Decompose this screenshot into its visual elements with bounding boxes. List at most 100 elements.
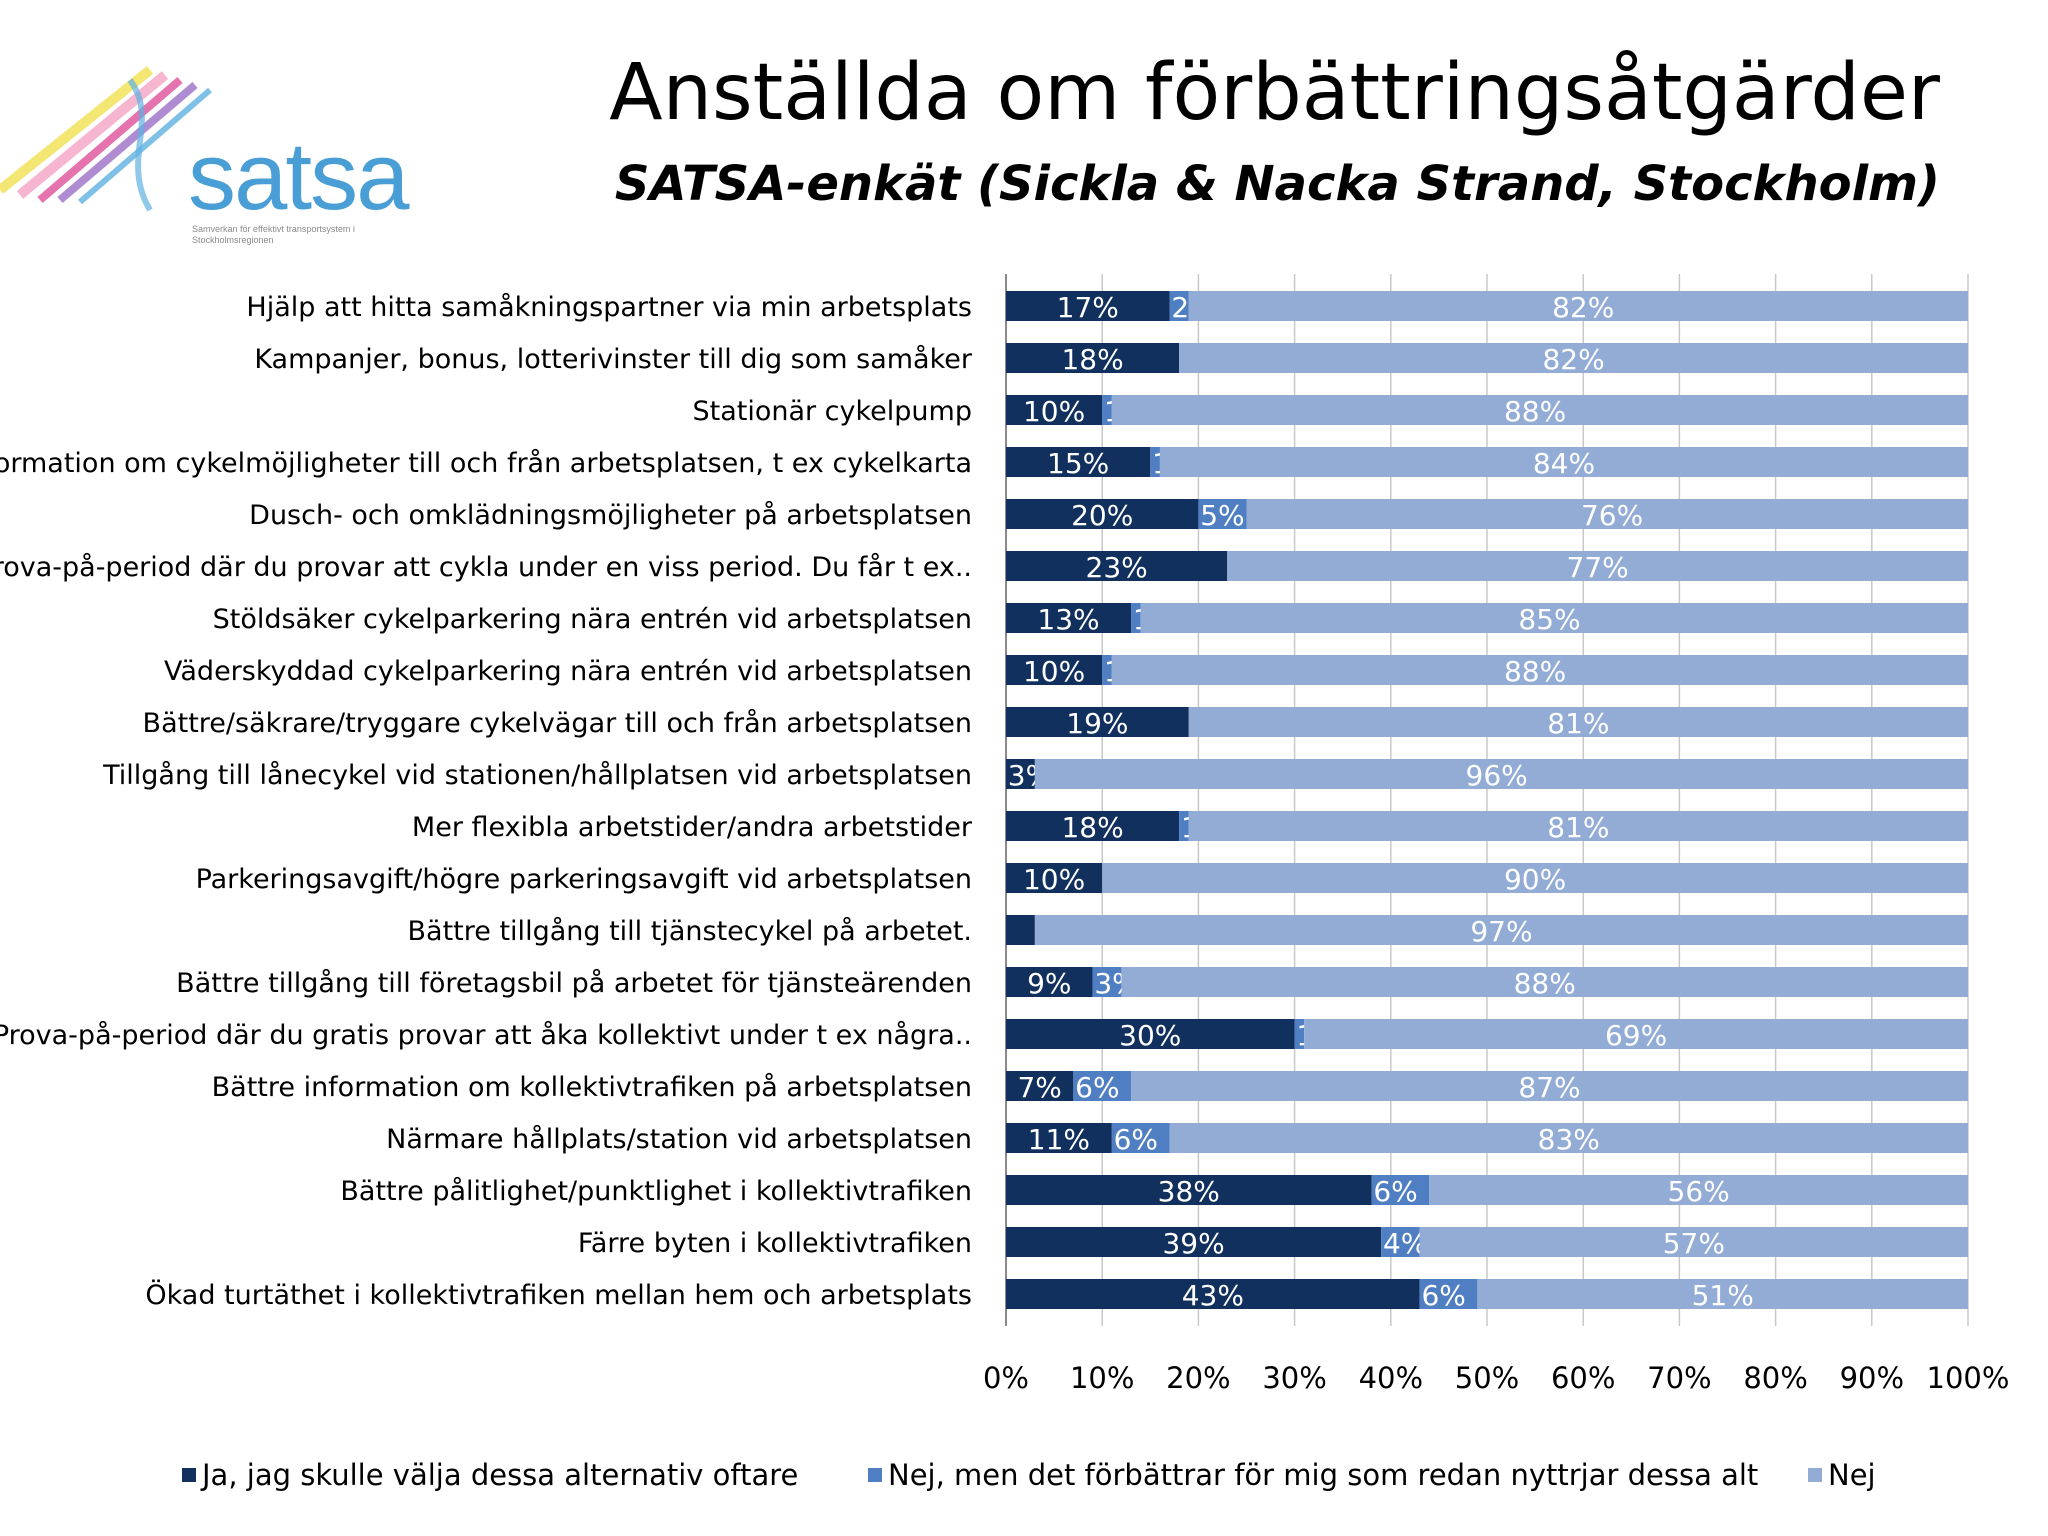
data-label: 15% xyxy=(1047,447,1109,480)
x-tick-label: 20% xyxy=(1166,1361,1230,1395)
category-label: Bättre pålitlighet/punktlighet i kollekt… xyxy=(340,1176,972,1207)
bar-segment xyxy=(1034,759,1968,789)
bar-segment xyxy=(1294,1019,1305,1049)
bar-segment xyxy=(1419,1279,1478,1309)
logo-tagline: Samverkan för effektivt transportsystem … xyxy=(192,224,355,245)
bar-segment xyxy=(1006,395,1103,425)
category-label: Väderskyddad cykelparkering nära entrén … xyxy=(164,656,972,687)
bar-segment xyxy=(1006,1175,1372,1205)
legend-label-ja: Ja, jag skulle välja dessa alternativ of… xyxy=(202,1458,799,1492)
x-tick-label: 50% xyxy=(1455,1361,1519,1395)
bar-segment xyxy=(1381,1227,1420,1257)
bar-segment xyxy=(1111,1123,1170,1153)
data-label: 88% xyxy=(1504,655,1566,688)
logo-wordmark: satsa xyxy=(188,123,409,230)
data-label: 17% xyxy=(1057,291,1119,324)
category-label: Prova-på-period där du provar att cykla … xyxy=(0,552,972,583)
bar-segment xyxy=(1006,707,1189,737)
bar-segment xyxy=(1006,1019,1295,1049)
x-tick-label: 40% xyxy=(1359,1361,1423,1395)
bar-segment xyxy=(1188,291,1968,321)
data-label: 38% xyxy=(1158,1175,1220,1208)
data-label: 19% xyxy=(1066,707,1128,740)
data-label: 81% xyxy=(1547,811,1609,844)
bar-segment xyxy=(1419,1227,1968,1257)
data-label: 18% xyxy=(1061,811,1123,844)
bar-segment xyxy=(1179,343,1968,373)
x-tick-label: 70% xyxy=(1647,1361,1711,1395)
bar-segment xyxy=(1169,291,1189,321)
satsa-logo: satsa Samverkan för effektivt transports… xyxy=(0,60,440,245)
data-label: 57% xyxy=(1663,1227,1725,1260)
x-tick-label: 0% xyxy=(983,1361,1029,1395)
x-tick-label: 90% xyxy=(1840,1361,1904,1395)
bar-segment xyxy=(1111,395,1968,425)
bar-segment xyxy=(1227,551,1968,581)
bar-segment xyxy=(1198,499,1247,529)
data-label: 83% xyxy=(1538,1123,1600,1156)
data-label: 88% xyxy=(1514,967,1576,1000)
legend-swatch-ja xyxy=(182,1468,196,1482)
data-label: 87% xyxy=(1518,1071,1580,1104)
data-label: 39% xyxy=(1162,1227,1224,1260)
category-label: Hjälp att hitta samåkningspartner via mi… xyxy=(246,292,972,323)
category-label: Prova-på-period där du gratis provar att… xyxy=(0,1020,972,1051)
data-label: 13% xyxy=(1037,603,1099,636)
category-label: Tillgång till lånecykel vid stationen/hå… xyxy=(102,760,972,791)
bar-segment xyxy=(1006,655,1103,685)
data-label: 11% xyxy=(1028,1123,1090,1156)
data-label: 5% xyxy=(1200,499,1244,532)
category-label: Parkeringsavgift/högre parkeringsavgift … xyxy=(196,864,972,895)
data-label: 43% xyxy=(1182,1279,1244,1312)
bar-segment xyxy=(1188,707,1968,737)
data-label: 69% xyxy=(1605,1019,1667,1052)
data-label: 7% xyxy=(1017,1071,1061,1104)
data-label: 97% xyxy=(1470,915,1532,948)
data-label: 9% xyxy=(1027,967,1071,1000)
bar-segment xyxy=(1188,811,1968,841)
data-label: 90% xyxy=(1504,863,1566,896)
chart-grid xyxy=(1005,274,1969,1326)
category-label: Färre byten i kollektivtrafiken xyxy=(578,1228,972,1259)
x-tick-label: 60% xyxy=(1551,1361,1615,1395)
bar-segment xyxy=(1006,1123,1112,1153)
bar-segment xyxy=(1006,447,1151,477)
data-label: 10% xyxy=(1023,395,1085,428)
data-label: 96% xyxy=(1466,759,1528,792)
bar-segment xyxy=(1150,447,1160,477)
bar-segment xyxy=(1102,863,1968,893)
data-label: 10% xyxy=(1023,863,1085,896)
bar-segment xyxy=(1121,967,1968,997)
stacked-bar-chart: 17%2%82%18%82%10%1%88%15%1%84%20%5%76%23… xyxy=(0,274,2009,1395)
legend-swatch-nej-redan xyxy=(868,1468,882,1482)
bar-segment xyxy=(1102,655,1112,685)
category-label: Stöldsäker cykelparkering nära entrén vi… xyxy=(213,604,972,635)
x-tick-label: 30% xyxy=(1262,1361,1326,1395)
chart-bars: 17%2%82%18%82%10%1%88%15%1%84%20%5%76%23… xyxy=(1006,291,1968,1312)
legend-item-nej: Nej xyxy=(1808,1458,1876,1492)
bar-segment xyxy=(1131,603,1141,633)
bar-segment xyxy=(1006,863,1103,893)
bar-segment xyxy=(1006,1279,1420,1309)
legend-item-nej-redan: Nej, men det förbättrar för mig som reda… xyxy=(868,1458,1758,1492)
bar-segment xyxy=(1169,1123,1968,1153)
data-label: 6% xyxy=(1114,1123,1158,1156)
legend-item-ja: Ja, jag skulle välja dessa alternativ of… xyxy=(182,1458,798,1492)
data-label: 20% xyxy=(1071,499,1133,532)
bar-segment xyxy=(1006,603,1132,633)
data-label: 77% xyxy=(1567,551,1629,584)
data-label: 82% xyxy=(1552,291,1614,324)
bar-segment xyxy=(1006,551,1228,581)
category-label: Kampanjer, bonus, lotterivinster till di… xyxy=(254,344,973,375)
bar-segment xyxy=(1006,915,1035,945)
legend-label-nej-redan: Nej, men det förbättrar för mig som reda… xyxy=(888,1458,1759,1492)
category-label: Ökad turtäthet i kollektivtrafiken mella… xyxy=(145,1279,972,1311)
bar-segment xyxy=(1429,1175,1968,1205)
data-label: 88% xyxy=(1504,395,1566,428)
bar-segment xyxy=(1006,967,1093,997)
x-tick-label: 10% xyxy=(1070,1361,1134,1395)
bar-segment xyxy=(1131,1071,1968,1101)
bar-segment xyxy=(1006,499,1199,529)
data-label: 76% xyxy=(1581,499,1643,532)
chart-legend: Ja, jag skulle välja dessa alternativ of… xyxy=(0,1458,2048,1498)
